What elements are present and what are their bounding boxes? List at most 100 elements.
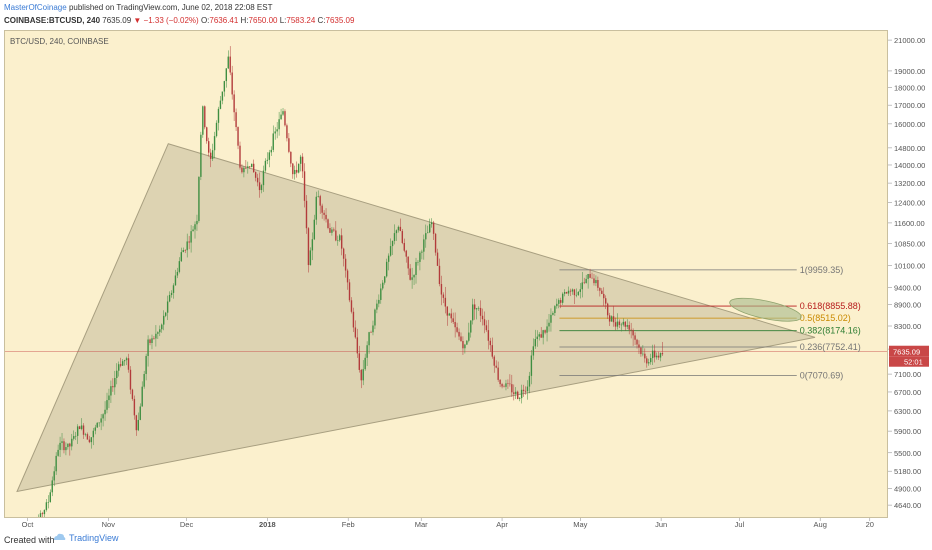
candle-body bbox=[458, 331, 460, 337]
candle-body bbox=[168, 295, 171, 302]
candle-body bbox=[601, 290, 603, 294]
candle-body bbox=[337, 240, 339, 241]
x-tick-label: Dec bbox=[180, 520, 194, 529]
candle-body bbox=[258, 182, 261, 191]
candle-body bbox=[661, 353, 664, 355]
candle-body bbox=[358, 353, 360, 370]
created-with-label: Created with bbox=[4, 535, 55, 545]
last-price-tag-label: 7635.09 bbox=[893, 348, 920, 357]
candle-body bbox=[605, 298, 607, 304]
candle-body bbox=[51, 480, 53, 493]
candle-body bbox=[409, 268, 411, 280]
candle-body bbox=[380, 288, 382, 300]
candle-body bbox=[307, 228, 310, 266]
candle-body bbox=[550, 314, 552, 323]
y-tick-label: 9400.00 bbox=[894, 284, 921, 293]
candle-body bbox=[305, 200, 308, 229]
candle-body bbox=[288, 138, 290, 152]
x-tick-label: Mar bbox=[415, 520, 428, 529]
candle-body bbox=[321, 205, 323, 213]
candle-body bbox=[405, 250, 407, 257]
candle-body bbox=[223, 81, 226, 92]
candle-body bbox=[583, 282, 585, 284]
candle-body bbox=[45, 502, 48, 510]
y-tick-label: 10850.00 bbox=[894, 239, 925, 248]
candle-body bbox=[272, 133, 274, 150]
candle-body bbox=[556, 303, 558, 307]
high-value: 7650.00 bbox=[248, 16, 278, 25]
candle-body bbox=[499, 379, 501, 385]
candle-body bbox=[114, 377, 116, 388]
candle-body bbox=[530, 355, 533, 376]
candle-body bbox=[370, 332, 372, 333]
x-tick-label: 2018 bbox=[259, 520, 276, 529]
candle-body bbox=[374, 309, 376, 326]
publish-line: MasterOfCoinage published on TradingView… bbox=[4, 3, 272, 12]
candle-body bbox=[603, 293, 605, 299]
candle-body bbox=[82, 425, 85, 435]
candle-body bbox=[252, 163, 255, 173]
candle-body bbox=[108, 395, 110, 401]
y-tick-label: 16000.00 bbox=[894, 120, 925, 129]
candle-body bbox=[215, 122, 218, 137]
candle-body bbox=[196, 220, 198, 225]
y-tick-label: 6700.00 bbox=[894, 388, 921, 397]
tradingview-logo-icon bbox=[54, 533, 66, 540]
candle-body bbox=[174, 275, 177, 286]
candle-body bbox=[284, 111, 286, 126]
candle-body bbox=[503, 386, 505, 388]
candle-body bbox=[352, 311, 355, 328]
candle-body bbox=[563, 291, 566, 294]
candle-body bbox=[190, 231, 192, 243]
candle-body bbox=[362, 369, 364, 381]
fib-level-label: 0(7070.69) bbox=[800, 370, 844, 380]
candle-body bbox=[372, 325, 374, 333]
candle-body bbox=[622, 321, 625, 325]
candle-body bbox=[206, 127, 208, 142]
candle-body bbox=[315, 196, 317, 220]
high-label: H: bbox=[240, 16, 249, 25]
candle-body bbox=[49, 492, 51, 503]
candle-body bbox=[192, 229, 194, 232]
candle-body bbox=[327, 219, 329, 228]
x-tick-label: 20 bbox=[866, 520, 874, 529]
candle-body bbox=[610, 316, 613, 322]
candle-body bbox=[213, 136, 216, 151]
candle-body bbox=[450, 313, 452, 319]
candle-body bbox=[256, 177, 259, 183]
candle-body bbox=[456, 327, 458, 332]
candle-body bbox=[204, 106, 206, 128]
candle-body bbox=[69, 443, 71, 447]
x-tick-label: Feb bbox=[342, 520, 355, 529]
candle-body bbox=[511, 384, 513, 393]
chart-svg[interactable]: 1(9959.35) 0.618(8855.88) 0.5(8515.02) 0.38… bbox=[4, 30, 930, 540]
low-value: 7583.24 bbox=[286, 16, 316, 25]
tradingview-brand[interactable]: TradingView bbox=[52, 533, 119, 543]
candle-body bbox=[333, 229, 335, 231]
candle-body bbox=[106, 400, 108, 410]
candle-body bbox=[642, 353, 644, 355]
candle-body bbox=[399, 226, 402, 232]
y-tick-label: 10100.00 bbox=[894, 262, 925, 271]
author-link[interactable]: MasterOfCoinage bbox=[4, 3, 67, 12]
candle-body bbox=[301, 156, 304, 172]
chart-area[interactable]: 1(9959.35) 0.618(8855.88) 0.5(8515.02) 0.38… bbox=[4, 30, 930, 540]
candle-body bbox=[143, 373, 145, 387]
candle-body bbox=[262, 170, 265, 186]
candle-body bbox=[636, 339, 638, 345]
candle-body bbox=[282, 111, 284, 115]
candle-body bbox=[485, 325, 488, 331]
candle-body bbox=[104, 409, 106, 415]
candle-body bbox=[429, 224, 431, 233]
candle-body bbox=[419, 252, 421, 262]
y-tick-label: 11600.00 bbox=[894, 219, 925, 228]
candle-body bbox=[227, 56, 229, 69]
candle-body bbox=[153, 338, 155, 339]
candle-body bbox=[626, 325, 628, 327]
candle-body bbox=[534, 339, 537, 347]
candle-body bbox=[186, 241, 188, 251]
candle-body bbox=[123, 360, 126, 362]
candle-body bbox=[415, 262, 417, 275]
candle-body bbox=[237, 127, 239, 146]
candle-body bbox=[630, 329, 632, 331]
